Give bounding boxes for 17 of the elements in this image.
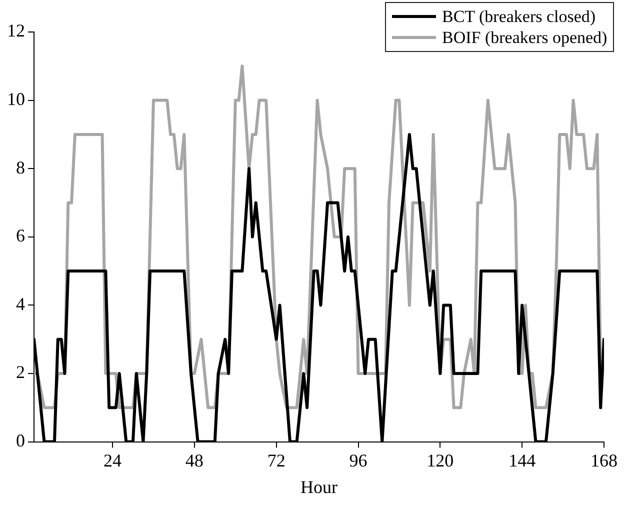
y-tick-label: 0 — [16, 430, 25, 451]
x-tick-label: 120 — [426, 450, 454, 470]
x-axis-title: Hour — [300, 476, 338, 497]
y-tick-label: 10 — [7, 89, 25, 110]
legend-label: BCT (breakers closed) — [442, 6, 596, 27]
x-tick-label: 168 — [590, 450, 618, 470]
y-tick-label: 12 — [7, 20, 25, 41]
y-tick-label: 6 — [16, 226, 25, 246]
x-tick-label: 72 — [267, 450, 286, 470]
x-tick-label: 96 — [349, 450, 368, 470]
y-tick-label: 4 — [16, 294, 25, 314]
x-tick-label: 24 — [104, 450, 122, 470]
x-tick-label: 48 — [185, 450, 204, 470]
y-tick-label: 2 — [16, 362, 25, 382]
x-tick-label: 144 — [508, 450, 536, 470]
legend-label: BOIF (breakers opened) — [442, 27, 608, 48]
y-tick-label: 8 — [16, 157, 25, 178]
